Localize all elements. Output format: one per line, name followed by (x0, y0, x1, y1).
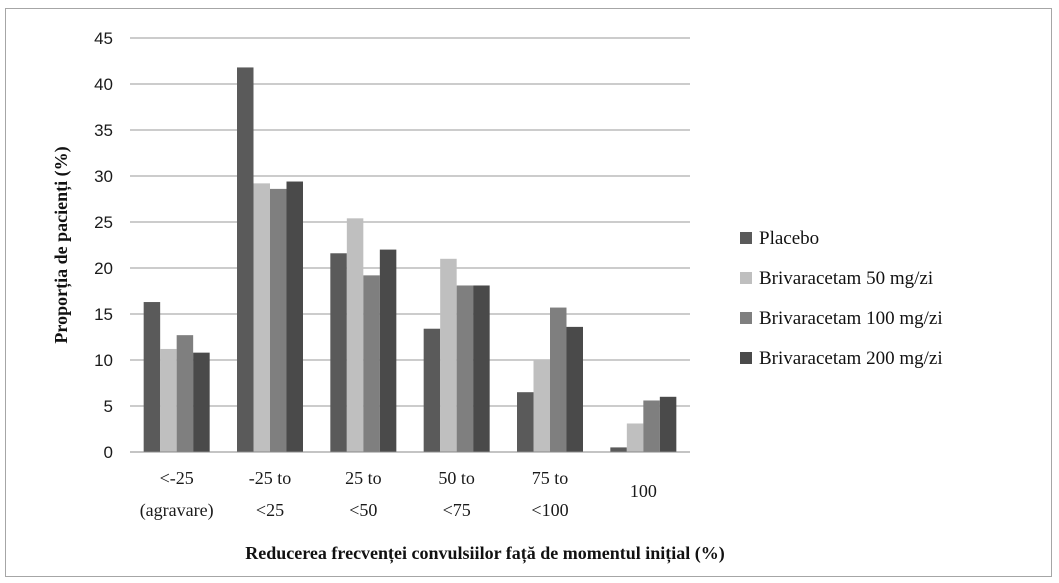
bar (473, 285, 490, 452)
x-category-label: <50 (349, 500, 377, 520)
bars (143, 67, 677, 453)
x-category-label: 50 to (438, 468, 475, 488)
y-tick-label: 10 (94, 351, 113, 370)
x-category-label: 75 to (532, 468, 569, 488)
x-category-label: -25 to (249, 468, 292, 488)
bar (423, 328, 441, 452)
legend-swatch (740, 272, 752, 284)
bar (643, 400, 660, 452)
bar (253, 183, 270, 453)
bar (550, 307, 567, 452)
y-axis-title: Proporția de pacienți (%) (51, 146, 72, 343)
bar (566, 326, 583, 452)
x-category-label: <-25 (160, 468, 194, 488)
bar (143, 302, 161, 452)
bar (286, 181, 303, 452)
bar (270, 188, 287, 452)
y-axis-ticks: 0 5 10 15 20 25 30 35 40 45 (94, 29, 113, 462)
legend-swatch (740, 312, 752, 324)
x-category-label: (agravare) (140, 500, 214, 521)
y-tick-label: 25 (94, 213, 113, 232)
legend: Placebo Brivaracetam 50 mg/zi Brivaracetam… (740, 228, 943, 369)
bar (193, 352, 210, 452)
bar (346, 218, 364, 452)
y-tick-label: 35 (94, 121, 113, 140)
x-axis-categories: <-25 (agravare) -25 to <25 25 to <50 50 to <75 7… (140, 468, 657, 521)
legend-swatch (740, 232, 752, 244)
gridlines (130, 37, 690, 407)
bar (379, 249, 397, 452)
bar (533, 360, 550, 452)
legend-swatch (740, 352, 752, 364)
legend-label: Brivaracetam 50 mg/zi (759, 268, 933, 289)
bar (517, 392, 534, 452)
bar (160, 348, 177, 452)
y-tick-label: 40 (94, 75, 113, 94)
bar (176, 335, 194, 452)
x-axis-title: Reducerea frecvenței convulsiilor față d… (245, 543, 724, 564)
bar (626, 423, 644, 452)
bar (456, 285, 474, 452)
bar (363, 275, 380, 452)
x-category-label: <100 (531, 500, 568, 520)
y-tick-label: 5 (104, 397, 113, 416)
x-category-label: 25 to (345, 468, 382, 488)
x-category-label: 100 (630, 481, 657, 501)
bar (237, 67, 254, 452)
y-tick-label: 45 (94, 29, 113, 48)
chart-frame (5, 8, 1052, 577)
bar (659, 396, 677, 452)
y-tick-label: 20 (94, 259, 113, 278)
bar (440, 258, 457, 452)
y-tick-label: 15 (94, 305, 113, 324)
x-category-label: <75 (443, 500, 471, 520)
bar (330, 253, 347, 452)
legend-label: Brivaracetam 100 mg/zi (759, 308, 943, 329)
legend-label: Placebo (759, 228, 819, 249)
bar (610, 447, 627, 452)
legend-label: Brivaracetam 200 mg/zi (759, 348, 943, 369)
x-category-label: <25 (256, 500, 284, 520)
y-tick-label: 30 (94, 167, 113, 186)
y-tick-label: 0 (104, 443, 113, 462)
